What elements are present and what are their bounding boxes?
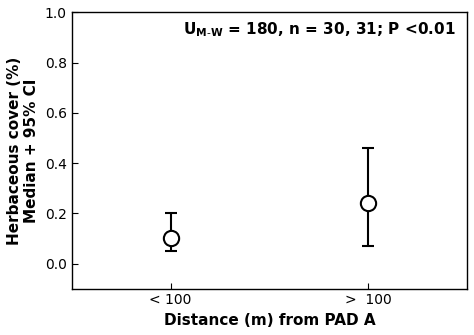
Y-axis label: Herbaceous cover (%)
Median + 95% CI: Herbaceous cover (%) Median + 95% CI — [7, 56, 39, 245]
X-axis label: Distance (m) from PAD A: Distance (m) from PAD A — [164, 313, 375, 328]
Text: $\mathbf{U_{M\text{-}W}}$ = 180, n = 30, 31; P <0.01: $\mathbf{U_{M\text{-}W}}$ = 180, n = 30,… — [182, 21, 455, 40]
